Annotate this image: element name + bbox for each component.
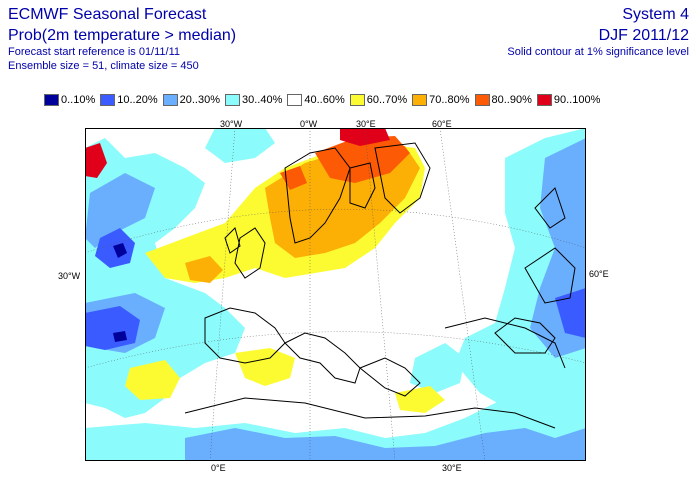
region-0-10-southwest [113,331,127,342]
region-20-30-south [185,428,586,461]
legend-swatch [536,94,552,106]
region-30-40-top-center [205,128,275,163]
region-60-70-southwest [125,360,180,400]
legend-label: 10..20% [117,94,158,106]
region-20-30-west [85,173,155,248]
legend-swatch [412,94,428,106]
coastlines [184,142,576,429]
legend-item-10-20: 10..20% [100,94,158,106]
legend-swatch [44,94,59,106]
page-title: ECMWF Seasonal Forecast [8,6,207,23]
contour-note: Solid contour at 1% significance level [507,46,689,58]
axis-label-right-60e: 60°E [589,269,609,279]
legend-item-40-60: 40..60% [287,94,345,106]
axis-label-top-30w: 30°W [220,119,243,129]
legend: 0..10% 10..20% 20..30% 30..40% 40..60% 6… [44,93,605,107]
graticule [85,128,586,461]
ensemble-size-text: Ensemble size = 51, climate size = 450 [8,60,199,72]
legend-item-60-70: 60..70% [349,94,408,106]
axis-label-bottom-30e: 30°E [442,463,462,473]
legend-item-90-100: 90..100% [536,94,601,106]
legend-item-30-40: 30..40% [225,94,282,106]
legend-swatch [349,94,365,106]
legend-swatch [100,94,116,106]
period-label: DJF 2011/12 [598,27,689,44]
forecast-start-text: Forecast start reference is 01/11/11 [8,46,181,58]
region-10-20-east [555,288,586,338]
map-frame [85,128,586,461]
legend-label: 0..10% [61,94,96,106]
page-subtitle: Prob(2m temperature > median) [8,27,237,44]
legend-item-0-10: 0..10% [44,94,95,106]
legend-swatch [162,94,178,106]
legend-label: 60..70% [366,94,408,106]
region-70-80-atlantic [185,256,223,283]
legend-item-20-30: 20..30% [162,94,220,106]
axis-label-bottom-0e: 0°E [211,463,226,473]
legend-label: 40..60% [304,94,345,106]
legend-label: 70..80% [429,94,470,106]
legend-swatch [287,94,303,106]
region-0-10-west [113,243,127,258]
legend-item-70-80: 70..80% [412,94,470,106]
legend-label: 20..30% [179,94,220,106]
legend-swatch [474,94,490,106]
region-60-70-eastmed [395,386,445,413]
region-30-40-med-east [410,343,465,393]
probability-map [85,128,586,461]
system-label: System 4 [622,6,689,23]
axis-label-top-60e: 60°E [432,119,452,129]
legend-swatch [225,94,240,106]
legend-item-80-90: 80..90% [474,94,532,106]
region-90-100-northwest [85,143,107,178]
region-60-70-iberia-med [235,348,295,386]
legend-label: 80..90% [491,94,532,106]
region-80-90-scandinavia [315,136,410,183]
legend-label: 30..40% [242,94,283,106]
legend-label: 90..100% [553,94,601,106]
axis-label-left-30w: 30°W [58,271,81,281]
region-90-100-north [340,128,390,146]
axis-label-top-0w: 0°W [300,119,318,129]
axis-label-top-30e: 30°E [356,119,376,129]
